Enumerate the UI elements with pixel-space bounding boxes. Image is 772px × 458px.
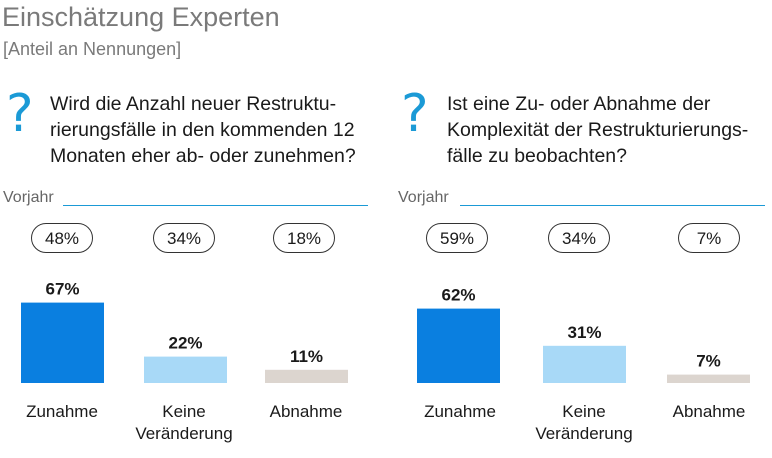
question-text: Ist eine Zu- oder Abnahme der Komplexitä… <box>447 91 748 169</box>
question-mark-icon: ? <box>401 84 429 144</box>
previous-year-value: 34% <box>548 223 610 253</box>
previous-year-divider <box>63 205 368 206</box>
bar-value-label: 31% <box>567 323 601 342</box>
category-label-line: Veränderung <box>535 424 633 443</box>
bar-1 <box>21 302 104 383</box>
previous-year-label: Vorjahr <box>3 189 54 206</box>
bar-2 <box>144 356 227 383</box>
question-text: Wird die Anzahl neuer Restruktu- rierung… <box>50 91 356 169</box>
bar-chart: 67% 22% 11% <box>21 280 348 383</box>
bar-3 <box>667 374 750 383</box>
previous-year-label: Vorjahr <box>398 189 449 206</box>
bar-1 <box>417 308 500 383</box>
bar-value-label: 62% <box>441 286 475 305</box>
previous-year-value: 18% <box>273 223 335 253</box>
previous-year-value: 59% <box>426 223 488 253</box>
chart-panel-1: ? Wird die Anzahl neuer Restruktu- rieru… <box>0 0 380 458</box>
bar-value-label: 67% <box>45 280 79 299</box>
category-label: Keine Veränderung <box>124 401 244 445</box>
category-label: Keine Veränderung <box>524 401 644 445</box>
bar-2 <box>543 345 626 383</box>
category-label-line: Zunahme <box>424 402 496 421</box>
bar-value-label: 22% <box>168 334 202 353</box>
bar-chart: 62% 31% 7% <box>417 286 750 383</box>
category-label: Zunahme <box>2 401 122 423</box>
category-label: Abnahme <box>649 401 769 423</box>
previous-year-divider <box>460 205 765 206</box>
question-line: Komplexität der Restrukturierungs- <box>447 119 749 141</box>
question-line: Wird die Anzahl neuer Restruktu- <box>50 93 337 115</box>
previous-year-value: 34% <box>153 223 215 253</box>
category-label-line: Veränderung <box>135 424 233 443</box>
question-line: Ist eine Zu- oder Abnahme der <box>447 93 711 115</box>
chart-panel-2: ? Ist eine Zu- oder Abnahme der Komplexi… <box>395 0 772 458</box>
previous-year-value: 48% <box>31 223 93 253</box>
category-label-line: Abnahme <box>672 402 746 421</box>
question-line: rierungsfälle in den kommenden 12 <box>50 119 355 141</box>
previous-year-value: 7% <box>678 223 740 253</box>
category-label-line: Keine <box>562 402 606 421</box>
question-line: Monaten eher ab- oder zunehmen? <box>50 145 356 167</box>
category-label: Zunahme <box>400 401 520 423</box>
question-mark-icon: ? <box>6 84 34 144</box>
bar-3 <box>265 369 348 383</box>
category-label: Abnahme <box>246 401 366 423</box>
category-label-line: Keine <box>162 402 206 421</box>
page-subtitle: [Anteil an Nennungen] <box>3 39 182 59</box>
bar-value-label: 7% <box>696 352 721 371</box>
bar-value-label: 11% <box>290 347 323 366</box>
category-label-line: Zunahme <box>26 402 98 421</box>
page-title: Einschätzung Experten <box>2 2 280 32</box>
category-label-line: Abnahme <box>269 402 343 421</box>
question-line: fälle zu beobachten? <box>447 145 627 167</box>
